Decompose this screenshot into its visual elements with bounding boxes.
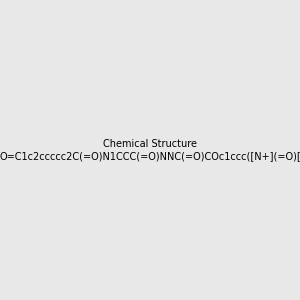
Text: Chemical Structure
O=C1c2ccccc2C(=O)N1CCC(=O)NNC(=O)COc1ccc([N+](=O)[: Chemical Structure O=C1c2ccccc2C(=O)N1CC… xyxy=(0,139,300,161)
